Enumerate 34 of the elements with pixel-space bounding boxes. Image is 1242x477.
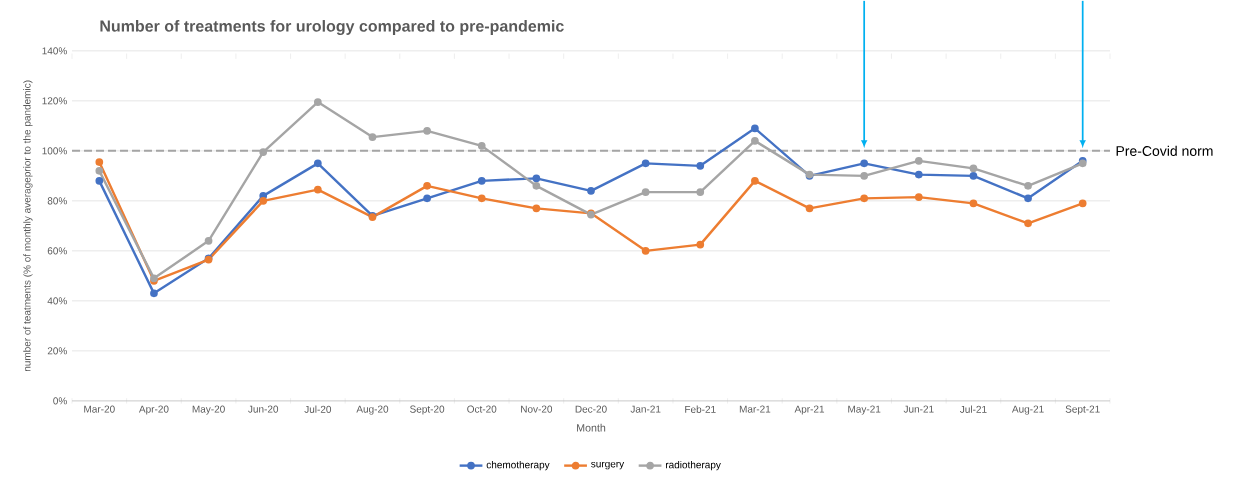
x-tick-label: Oct-20 — [467, 405, 497, 413]
x-tick-label: Aug-20 — [356, 405, 389, 415]
x-tick-label: May-20 — [192, 405, 225, 415]
legend-label: surgery — [591, 461, 625, 470]
y-tick-label: 100% — [42, 147, 67, 155]
x-tick-label: Sept-21 — [1065, 405, 1100, 415]
x-tick-label: Dec-20 — [575, 405, 607, 413]
x-tick-label: Apr-21 — [794, 405, 825, 415]
ref-line-label: Pre-Covid norm — [1116, 145, 1213, 157]
x-tick-label: Aug-21 — [1011, 405, 1044, 415]
x-tick-label: Feb-21 — [685, 405, 716, 413]
chart-title: Number of treatments for urology compared to pre-pandemic — [100, 20, 564, 36]
y-tick-label: 0% — [53, 397, 67, 405]
y-tick-label: 60% — [47, 247, 67, 255]
legend-label: chemotherapy — [486, 461, 550, 471]
x-tick-label: Mar-20 — [84, 405, 115, 413]
x-tick-label: Jun-20 — [248, 405, 279, 413]
x-tick-label: Jul-20 — [304, 405, 332, 413]
x-tick-label: May-21 — [848, 405, 881, 415]
x-axis-title: Month — [577, 423, 606, 432]
x-tick-label: Jul-21 — [959, 405, 987, 413]
y-tick-label: 20% — [47, 347, 67, 355]
x-tick-label: Jun-21 — [903, 405, 934, 413]
x-tick-label: Sept-20 — [410, 405, 445, 415]
x-tick-label: Nov-20 — [521, 405, 553, 413]
y-axis-title: number of teatments (% of monthly averageprior to the pandemic) — [23, 80, 33, 372]
y-tick-label: 40% — [47, 297, 67, 305]
y-tick-label: 120% — [42, 97, 67, 105]
legend-label: radiotherapy — [665, 461, 721, 471]
x-tick-label: Apr-20 — [138, 405, 169, 415]
y-tick-label: 140% — [42, 47, 67, 55]
x-tick-label: Jan-21 — [630, 405, 661, 413]
x-tick-label: Mar-21 — [739, 405, 771, 413]
y-tick-label: 80% — [47, 197, 67, 205]
